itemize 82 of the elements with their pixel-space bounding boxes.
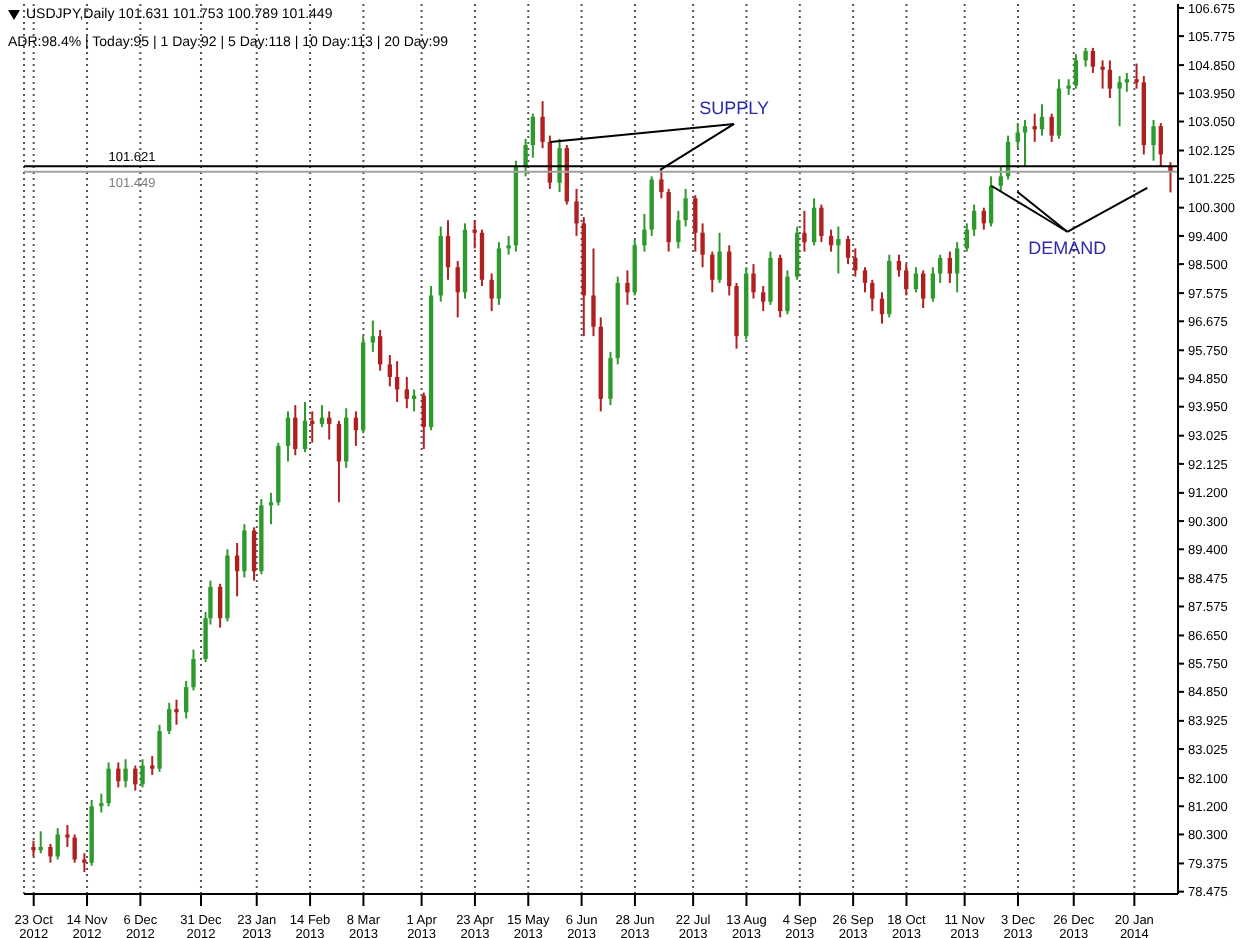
candlestick xyxy=(845,234,851,266)
candlestick xyxy=(836,225,841,275)
candlestick xyxy=(717,231,722,284)
candlestick xyxy=(1049,112,1054,143)
candlestick xyxy=(625,269,630,306)
candlestick xyxy=(65,824,70,848)
candlestick xyxy=(727,244,732,297)
candlestick xyxy=(591,247,596,338)
candlestick xyxy=(540,100,545,150)
candlestick xyxy=(998,165,1003,194)
candlestick xyxy=(293,404,298,457)
candlestick xyxy=(937,253,943,284)
candlestick xyxy=(947,250,953,284)
candlestick xyxy=(55,827,60,861)
candlestick xyxy=(1083,46,1088,68)
candlestick xyxy=(184,679,189,720)
candlestick xyxy=(167,701,172,736)
candlestick xyxy=(1134,62,1139,90)
candlestick xyxy=(82,852,87,874)
candlestick xyxy=(710,250,715,294)
candlestick xyxy=(530,112,536,159)
candlestick xyxy=(862,266,868,294)
candlestick xyxy=(642,212,647,253)
candlestick xyxy=(904,263,909,297)
annotation: DEMAND xyxy=(1028,237,1108,258)
candlestick xyxy=(455,259,460,319)
candlestick xyxy=(683,187,688,228)
candlestick xyxy=(608,350,613,407)
candlestick xyxy=(302,400,308,454)
candlestick xyxy=(344,407,349,469)
candlestick xyxy=(700,222,705,269)
candlestick xyxy=(489,272,494,313)
candlestick xyxy=(1158,122,1163,168)
candlestick xyxy=(676,209,681,250)
annotation: SUPPLY xyxy=(699,97,769,118)
candlestick xyxy=(1015,122,1020,150)
candlestick xyxy=(794,225,800,281)
candlestick xyxy=(123,758,128,789)
candlestick xyxy=(506,234,511,256)
candlestick xyxy=(802,209,807,253)
candlestick xyxy=(421,391,426,450)
candlestick xyxy=(1056,78,1062,140)
candlestick xyxy=(1107,59,1113,100)
candlestick xyxy=(140,758,145,789)
candlestick xyxy=(954,241,960,294)
candlestick xyxy=(157,723,162,773)
candlestick xyxy=(1100,59,1105,90)
candlestick xyxy=(693,194,698,253)
candlestick xyxy=(217,582,223,629)
candlestick xyxy=(99,792,104,814)
candlestick xyxy=(971,203,977,237)
candlestick xyxy=(445,219,451,281)
candlestick xyxy=(1151,118,1156,162)
candlestick xyxy=(870,278,875,313)
candlestick xyxy=(377,328,383,372)
candlestick xyxy=(659,169,664,200)
candlestick xyxy=(523,137,528,178)
candlestick xyxy=(242,523,247,579)
candlestick xyxy=(191,648,196,692)
candlestick xyxy=(811,197,817,247)
candlestick xyxy=(785,269,790,316)
candlestick xyxy=(106,761,111,808)
candlestick xyxy=(1117,75,1122,128)
candlestick xyxy=(921,269,926,309)
candlestick xyxy=(768,250,773,306)
candlestick xyxy=(251,526,257,582)
candlestick xyxy=(930,266,936,303)
candlestick xyxy=(285,410,291,463)
candlestick xyxy=(48,842,53,864)
candlestick xyxy=(1090,46,1096,74)
candlestick xyxy=(574,187,579,237)
candlestick xyxy=(1073,53,1079,90)
candlestick xyxy=(632,238,637,297)
candlestick xyxy=(387,353,393,388)
candlestick xyxy=(819,203,824,244)
candlestick xyxy=(761,285,766,313)
candlestick xyxy=(479,228,485,288)
candlestick xyxy=(404,375,409,410)
candlestick xyxy=(72,833,77,864)
candlestick xyxy=(751,263,756,300)
candlestick xyxy=(174,698,179,726)
candlestick xyxy=(336,419,342,504)
